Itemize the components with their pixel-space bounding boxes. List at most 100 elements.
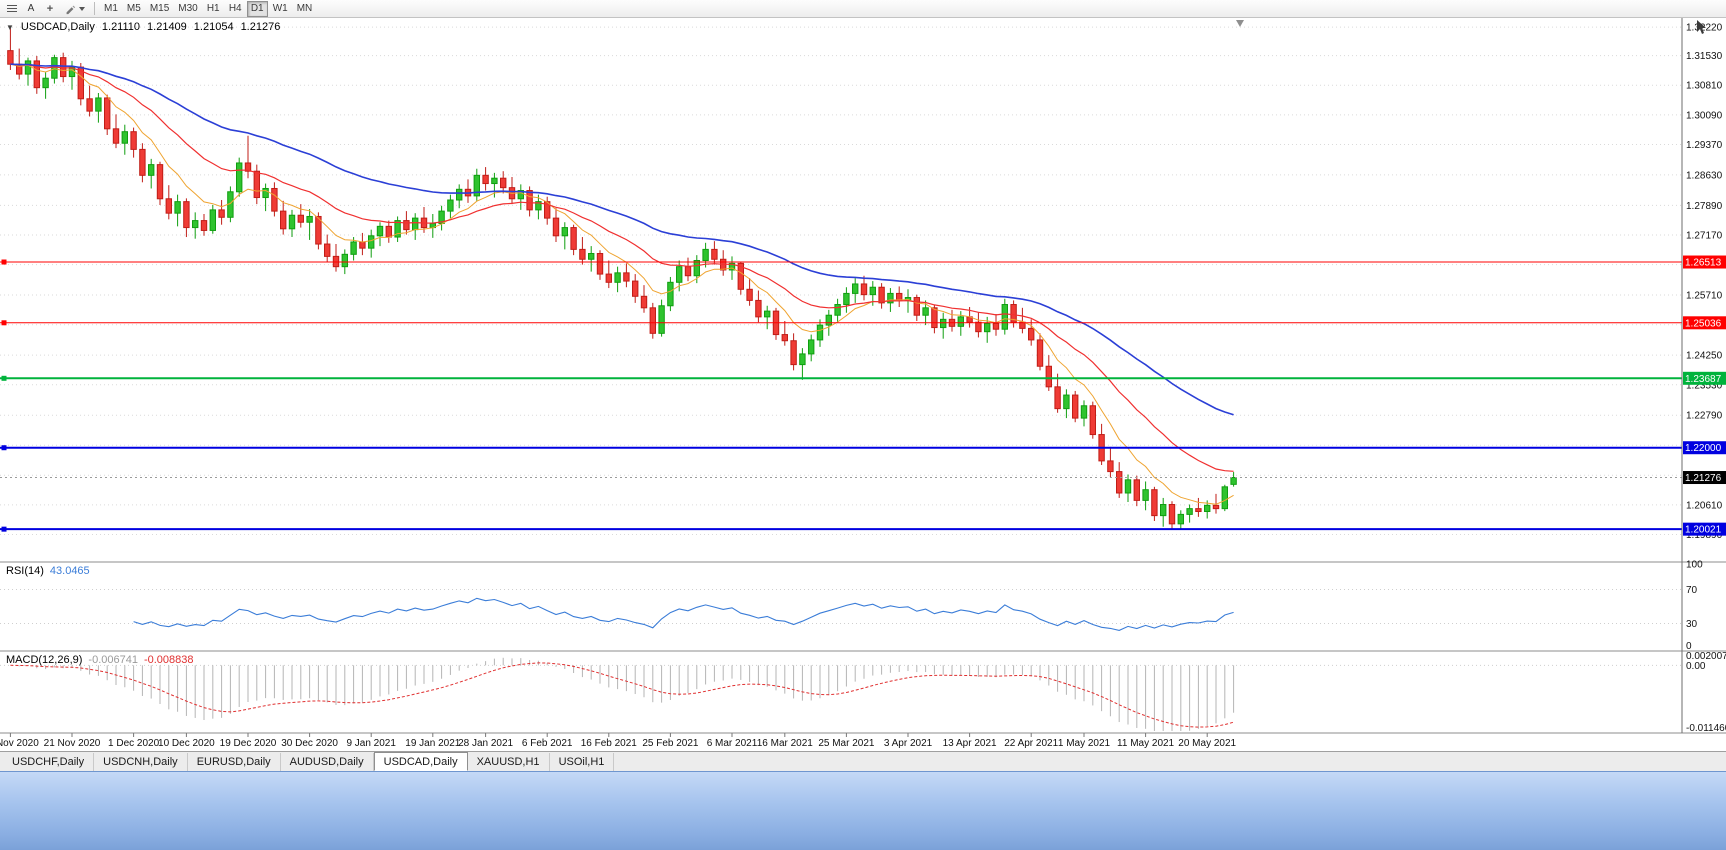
- chart-shift-marker[interactable]: [1236, 20, 1244, 27]
- date-axis-label: 22 Apr 2021: [1004, 738, 1058, 749]
- candle-body: [887, 292, 894, 304]
- candle-body: [931, 307, 938, 329]
- candle-body: [676, 266, 683, 283]
- date-axis-label: 25 Feb 2021: [642, 738, 699, 749]
- rsi-tick-label: 30: [1686, 619, 1698, 630]
- symbol-tab-usoil-h1[interactable]: USOil,H1: [550, 753, 615, 771]
- macd-name: MACD(12,26,9): [6, 654, 83, 666]
- price-tick-label: 1.30810: [1686, 81, 1723, 92]
- candle-body: [324, 243, 331, 257]
- candle-body: [33, 60, 40, 89]
- candle-body: [368, 235, 375, 249]
- symbol-tab-audusd-daily[interactable]: AUDUSD,Daily: [281, 753, 374, 771]
- macd-tick-label: -0.0114609: [1686, 723, 1726, 734]
- macd-tick-label: 0.0020074: [1686, 651, 1726, 662]
- level-price-badge: [1683, 371, 1726, 385]
- candle-body: [834, 304, 841, 316]
- candle-body: [1186, 508, 1193, 515]
- level-anchor-handle[interactable]: [1, 445, 7, 451]
- candle-body: [1080, 405, 1088, 419]
- candle-body: [596, 253, 604, 275]
- draw-tool-button[interactable]: [60, 1, 89, 17]
- candle-body: [236, 162, 243, 193]
- macd-signal-value: -0.008838: [143, 654, 194, 666]
- level-anchor-handle[interactable]: [1, 375, 7, 381]
- price-tick-label: 1.29370: [1686, 140, 1723, 151]
- date-axis-label: 6 Mar 2021: [707, 738, 758, 749]
- level-anchor-handle[interactable]: [1, 526, 7, 532]
- crosshair-icon[interactable]: +: [41, 1, 59, 17]
- candle-body: [447, 199, 454, 212]
- candle-body: [711, 248, 718, 260]
- candle-body: [1133, 479, 1140, 501]
- candle-body: [852, 283, 859, 294]
- rsi-line: [133, 597, 1234, 631]
- candle-body: [561, 227, 568, 237]
- timeframe-button-m30[interactable]: M30: [174, 1, 201, 17]
- candle-body: [755, 299, 762, 318]
- timeframe-button-w1[interactable]: W1: [269, 1, 292, 17]
- candle-body: [1089, 405, 1096, 436]
- candle-body: [896, 292, 903, 301]
- timeframe-button-h1[interactable]: H1: [203, 1, 224, 17]
- candle-body: [684, 266, 692, 277]
- charts-menu-icon[interactable]: [3, 1, 21, 17]
- candle-body: [728, 262, 736, 271]
- timeframe-button-m5[interactable]: M5: [123, 1, 145, 17]
- candle-body: [1063, 394, 1070, 410]
- one-click-trading-toggle[interactable]: ▼: [6, 22, 14, 32]
- level-anchor-handle[interactable]: [1, 259, 7, 265]
- candle-body: [1204, 504, 1211, 513]
- date-axis-label: 9 Jan 2021: [346, 738, 396, 749]
- date-axis-label: 13 Apr 2021: [943, 738, 997, 749]
- candle-body: [350, 241, 357, 255]
- ohlc-low: 1.21054: [193, 21, 234, 33]
- candle-body: [1195, 508, 1202, 513]
- candle-body: [51, 57, 58, 79]
- candle-body: [148, 164, 155, 176]
- symbol-tab-usdcnh-daily[interactable]: USDCNH,Daily: [94, 753, 188, 771]
- symbol-tab-xauusd-h1[interactable]: XAUUSD,H1: [468, 753, 550, 771]
- candle-body: [491, 177, 498, 185]
- candle-body: [517, 190, 524, 200]
- date-axis-label: 1 May 2021: [1058, 738, 1111, 749]
- ma-line-8: [10, 63, 1234, 505]
- level-price-badge: [1683, 255, 1726, 269]
- timeframe-button-d1[interactable]: D1: [246, 0, 268, 17]
- timeframe-button-m1[interactable]: M1: [100, 1, 122, 17]
- symbol-tab-eurusd-daily[interactable]: EURUSD,Daily: [188, 753, 281, 771]
- candle-body: [658, 305, 665, 334]
- candle-body: [253, 170, 261, 199]
- pencil-icon: [66, 5, 76, 14]
- level-anchor-handle[interactable]: [1, 320, 7, 326]
- candle-body: [394, 220, 401, 238]
- candle-body: [1072, 394, 1079, 419]
- candle-body: [570, 227, 577, 250]
- timeframe-button-h4[interactable]: H4: [225, 1, 246, 17]
- candle-body: [500, 177, 507, 189]
- date-axis-label: 20 May 2021: [1178, 738, 1236, 749]
- date-axis-label: 16 Feb 2021: [581, 738, 638, 749]
- candle-body: [816, 324, 824, 341]
- timeframe-button-mn[interactable]: MN: [293, 1, 317, 17]
- candle-body: [7, 50, 14, 65]
- level-price-badge: [1683, 522, 1726, 536]
- timeframe-button-m15[interactable]: M15: [146, 1, 173, 17]
- candle-body: [640, 295, 648, 309]
- candlesticks: [7, 27, 1237, 530]
- candle-body: [702, 248, 709, 261]
- taskbar-strip: [0, 771, 1726, 850]
- date-axis-label: 10 Dec 2020: [158, 738, 215, 749]
- chart-canvas[interactable]: 1.32220 1.31530 1.30810 1.30090 1.29370 1.286…: [0, 18, 1726, 751]
- candle-body: [1230, 477, 1237, 485]
- symbol-tab-usdchf-daily[interactable]: USDCHF,Daily: [3, 753, 95, 771]
- candle-body: [121, 131, 128, 144]
- date-axis-label: 12 Nov 2020: [0, 738, 39, 749]
- text-tool-button[interactable]: A: [22, 1, 40, 17]
- symbol-tab-usdcad-daily[interactable]: USDCAD,Daily: [373, 752, 468, 771]
- macd-histogram: [18, 657, 1235, 731]
- candle-body: [359, 241, 366, 249]
- level-price-badge-label: 1.22000: [1685, 443, 1722, 454]
- candle-body: [746, 288, 753, 301]
